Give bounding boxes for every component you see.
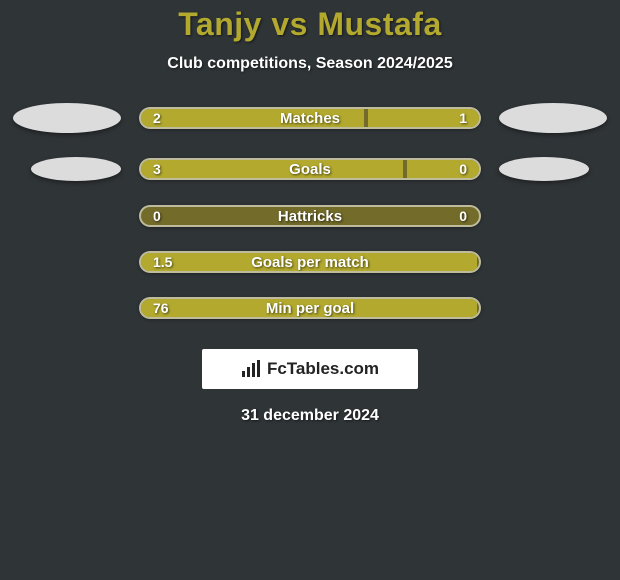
stat-bar-track: 0 0Hattricks [139, 205, 481, 227]
stat-bar-fill-left [139, 158, 403, 180]
page-title: Tanjy vs Mustafa [178, 6, 441, 43]
stat-row: 30Goals [0, 157, 620, 181]
stat-bar-fill-right [407, 158, 481, 180]
comparison-infographic: Tanjy vs Mustafa Club competitions, Seas… [0, 0, 620, 580]
player-marker-right [499, 103, 607, 133]
branding-text: FcTables.com [267, 359, 379, 379]
stat-row: 76Min per goal [0, 297, 620, 319]
stat-bar-fill-left [139, 297, 477, 319]
subtitle: Club competitions, Season 2024/2025 [167, 55, 452, 73]
stat-rows: 21Matches 30Goals 0 0Hattricks 1.5Goals per … [0, 103, 620, 343]
stat-row: 0 0Hattricks [0, 205, 620, 227]
branding: FcTables.com [202, 349, 418, 389]
stat-bar-track: 76Min per goal [139, 297, 481, 319]
stat-label: Hattricks [141, 207, 479, 225]
stat-value-right: 0 [459, 207, 467, 225]
date-text: 31 december 2024 [241, 407, 379, 425]
title-token: vs [271, 6, 308, 42]
stat-bar-track: 21Matches [139, 107, 481, 129]
player-marker-right [499, 157, 589, 181]
player-marker-left [13, 103, 121, 133]
title-token: Mustafa [317, 6, 441, 42]
stat-row: 21Matches [0, 103, 620, 133]
stat-bar-track: 30Goals [139, 158, 481, 180]
stat-value-left: 0 [153, 207, 161, 225]
stat-row: 1.5Goals per match [0, 251, 620, 273]
stat-bar-fill-left [139, 251, 477, 273]
player-marker-left [31, 157, 121, 181]
stat-bar-track: 1.5Goals per match [139, 251, 481, 273]
bar-chart-icon [241, 360, 261, 378]
title-token: Tanjy [178, 6, 262, 42]
stat-bar-fill-left [139, 107, 364, 129]
stat-bar-fill-right [368, 107, 481, 129]
